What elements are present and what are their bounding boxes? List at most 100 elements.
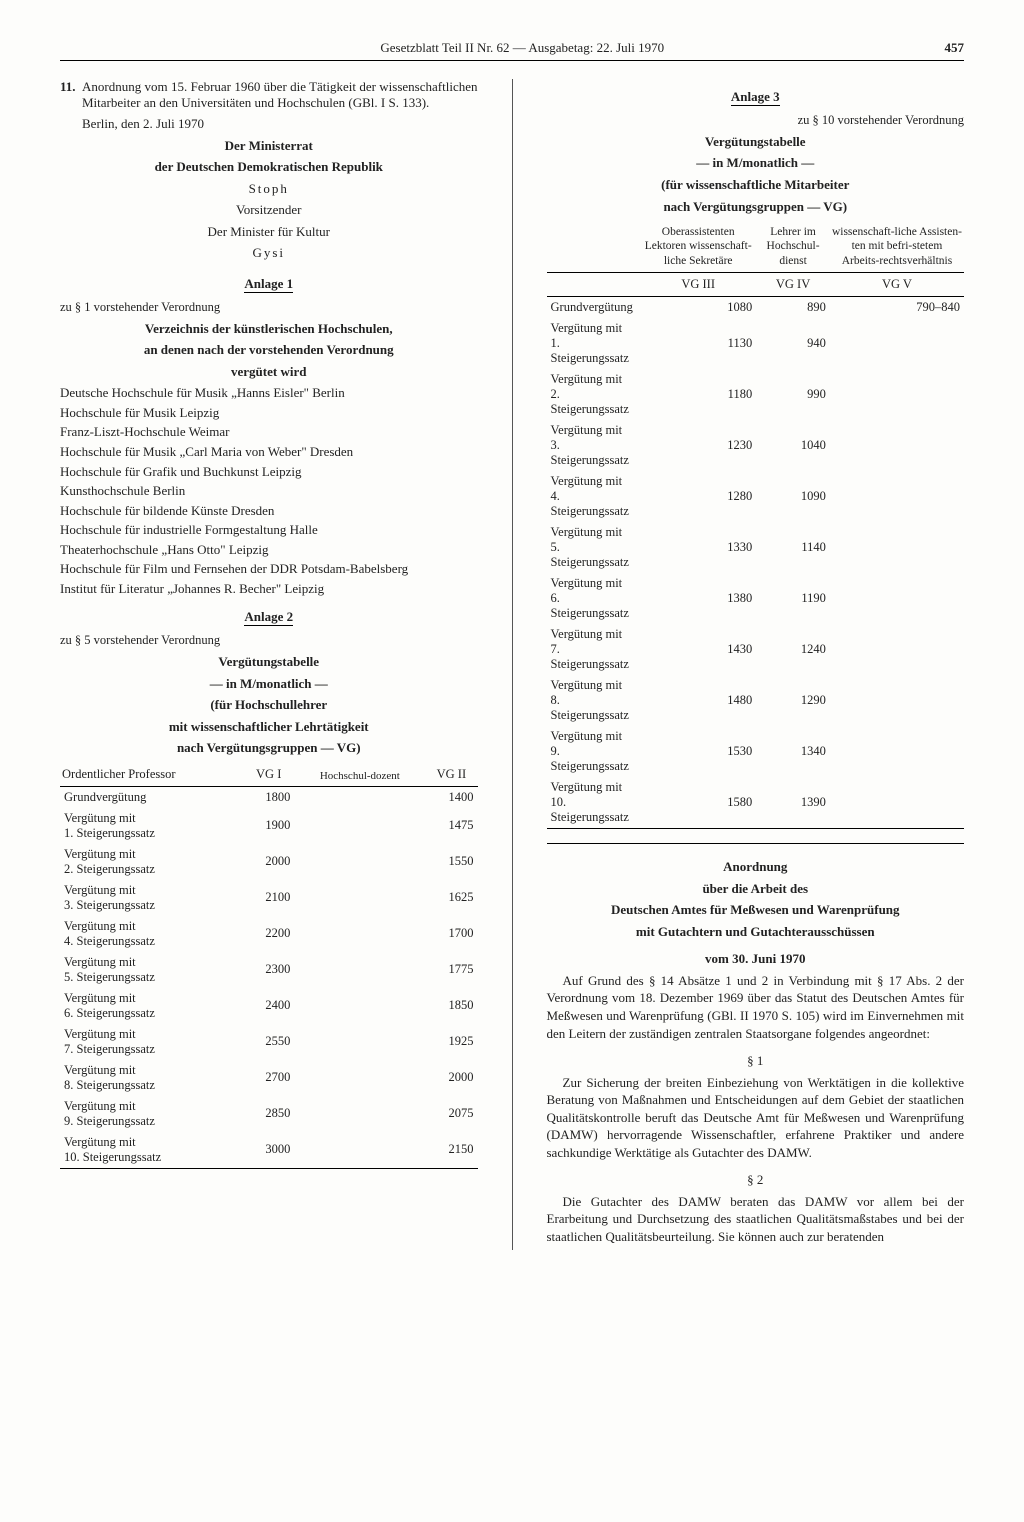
s2-text: Die Gutachter des DAMW beraten das DAMW … [547, 1193, 965, 1246]
table-cell: 1340 [756, 726, 830, 777]
anlage3-table: Oberassistenten Lektoren wissenschaft-li… [547, 221, 965, 829]
table-row: Vergütung mit6. Steigerungssatz24001850 [60, 988, 478, 1024]
table-row: Vergütung mit10. Steigerungssatz15801390 [547, 777, 965, 829]
page-header: Gesetzblatt Teil II Nr. 62 — Ausgabetag:… [60, 40, 964, 61]
table-cell: 1230 [640, 420, 756, 471]
table-cell: 1380 [640, 573, 756, 624]
place-date: Berlin, den 2. Juli 1970 [82, 115, 478, 133]
anlage3-h1: Vergütungstabelle [547, 133, 965, 151]
table-cell: Vergütung mit1. Steigerungssatz [60, 808, 243, 844]
table-cell: 940 [756, 318, 830, 369]
table-cell [830, 420, 964, 471]
table-cell: 790–840 [830, 297, 964, 319]
anlage1-item: Hochschule für industrielle Formgestaltu… [60, 521, 478, 539]
s1-text: Zur Sicherung der breiten Einbeziehung v… [547, 1074, 965, 1162]
table-row: Vergütung mit1. Steigerungssatz1130940 [547, 318, 965, 369]
table-cell: 1480 [640, 675, 756, 726]
table-cell [830, 573, 964, 624]
a2-col2: Hochschul-dozent [294, 763, 425, 787]
table-cell: 1080 [640, 297, 756, 319]
table-cell: 2400 [243, 988, 294, 1024]
anlage1-item: Hochschule für bildende Künste Dresden [60, 502, 478, 520]
anlage3-ref: zu § 10 vorstehender Verordnung [547, 112, 965, 129]
anlage2-h5: nach Vergütungsgruppen — VG) [60, 739, 478, 757]
anlage2-title: Anlage 2 [244, 609, 293, 626]
anordnung-t3: Deutschen Amtes für Meßwesen und Warenpr… [547, 901, 965, 919]
table-cell [294, 786, 425, 808]
a3-colhead2: Lehrer im Hochschul-dienst [756, 221, 830, 273]
minister-culture: Der Minister für Kultur [60, 223, 478, 241]
a3-vg4: VG IV [756, 273, 830, 297]
header-title: Gesetzblatt Teil II Nr. 62 — Ausgabetag:… [100, 40, 945, 56]
table-cell: 3000 [243, 1132, 294, 1169]
table-row: Vergütung mit4. Steigerungssatz12801090 [547, 471, 965, 522]
signatory-stoph: Stoph [60, 180, 478, 198]
table-cell [294, 808, 425, 844]
a3-colhead3: wissenschaft-liche Assisten-ten mit befr… [830, 221, 964, 273]
table-cell [830, 318, 964, 369]
table-cell: 1390 [756, 777, 830, 829]
table-cell: 2000 [425, 1060, 477, 1096]
anlage1-h3: vergütet wird [60, 363, 478, 381]
council-line1: Der Ministerrat [60, 137, 478, 155]
s1-label: § 1 [547, 1052, 965, 1070]
anlage2-h1: Vergütungstabelle [60, 653, 478, 671]
table-row: Vergütung mit8. Steigerungssatz14801290 [547, 675, 965, 726]
table-cell [830, 471, 964, 522]
table-cell: Vergütung mit3. Steigerungssatz [60, 880, 243, 916]
table-row: Vergütung mit2. Steigerungssatz1180990 [547, 369, 965, 420]
table-cell [294, 952, 425, 988]
anlage1-item: Kunsthochschule Berlin [60, 482, 478, 500]
table-cell: 1475 [425, 808, 477, 844]
table-cell: 2100 [243, 880, 294, 916]
table-cell: 1625 [425, 880, 477, 916]
table-cell: 2075 [425, 1096, 477, 1132]
anlage3-title: Anlage 3 [731, 89, 780, 106]
table-row: Vergütung mit6. Steigerungssatz13801190 [547, 573, 965, 624]
anlage2-h2: — in M/monatlich — [60, 675, 478, 693]
table-cell: 1130 [640, 318, 756, 369]
table-cell: 2000 [243, 844, 294, 880]
anlage1-item: Hochschule für Film und Fernsehen der DD… [60, 560, 478, 578]
table-cell: 2200 [243, 916, 294, 952]
table-cell [294, 1096, 425, 1132]
table-cell [294, 988, 425, 1024]
table-cell: 2700 [243, 1060, 294, 1096]
a2-col3: VG II [425, 763, 477, 787]
table-row: Vergütung mit3. Steigerungssatz12301040 [547, 420, 965, 471]
anlage1-h2: an denen nach der vorstehenden Verordnun… [60, 341, 478, 359]
table-cell: 2150 [425, 1132, 477, 1169]
table-cell: Vergütung mit9. Steigerungssatz [60, 1096, 243, 1132]
table-cell: 1550 [425, 844, 477, 880]
anlage3-h2: — in M/monatlich — [547, 154, 965, 172]
section-break [547, 843, 965, 844]
table-row: Vergütung mit10. Steigerungssatz30002150 [60, 1132, 478, 1169]
table-cell: 1925 [425, 1024, 477, 1060]
item-11-text: Anordnung vom 15. Februar 1960 über die … [82, 79, 478, 111]
a3-vg5: VG V [830, 273, 964, 297]
table-cell: Vergütung mit7. Steigerungssatz [547, 624, 641, 675]
council-line2: der Deutschen Demokratischen Republik [60, 158, 478, 176]
anlage1-item: Institut für Literatur „Johannes R. Bech… [60, 580, 478, 598]
table-row: Vergütung mit3. Steigerungssatz2100 1625 [60, 880, 478, 916]
table-cell: Grundvergütung [547, 297, 641, 319]
table-cell: 1400 [425, 786, 477, 808]
table-row: Vergütung mit8. Steigerungssatz27002000 [60, 1060, 478, 1096]
table-row: Vergütung mit4. Steigerungssatz22001700 [60, 916, 478, 952]
anordnung-date: vom 30. Juni 1970 [547, 950, 965, 968]
table-cell: Vergütung mit1. Steigerungssatz [547, 318, 641, 369]
signatory-gysi: Gysi [60, 244, 478, 262]
table-cell: 2300 [243, 952, 294, 988]
page-number: 457 [945, 40, 965, 56]
table-cell: Vergütung mit2. Steigerungssatz [60, 844, 243, 880]
anlage2-ref: zu § 5 vorstehender Verordnung [60, 632, 478, 649]
table-cell [830, 624, 964, 675]
table-cell: 1240 [756, 624, 830, 675]
anlage1-item: Hochschule für Grafik und Buchkunst Leip… [60, 463, 478, 481]
column-divider [512, 79, 513, 1250]
table-row: Vergütung mit5. Steigerungssatz23001775 [60, 952, 478, 988]
table-cell [294, 880, 425, 916]
table-cell [830, 675, 964, 726]
a2-col0: Ordentlicher Professor [60, 763, 243, 787]
a3-colhead1: Oberassistenten Lektoren wissenschaft-li… [640, 221, 756, 273]
